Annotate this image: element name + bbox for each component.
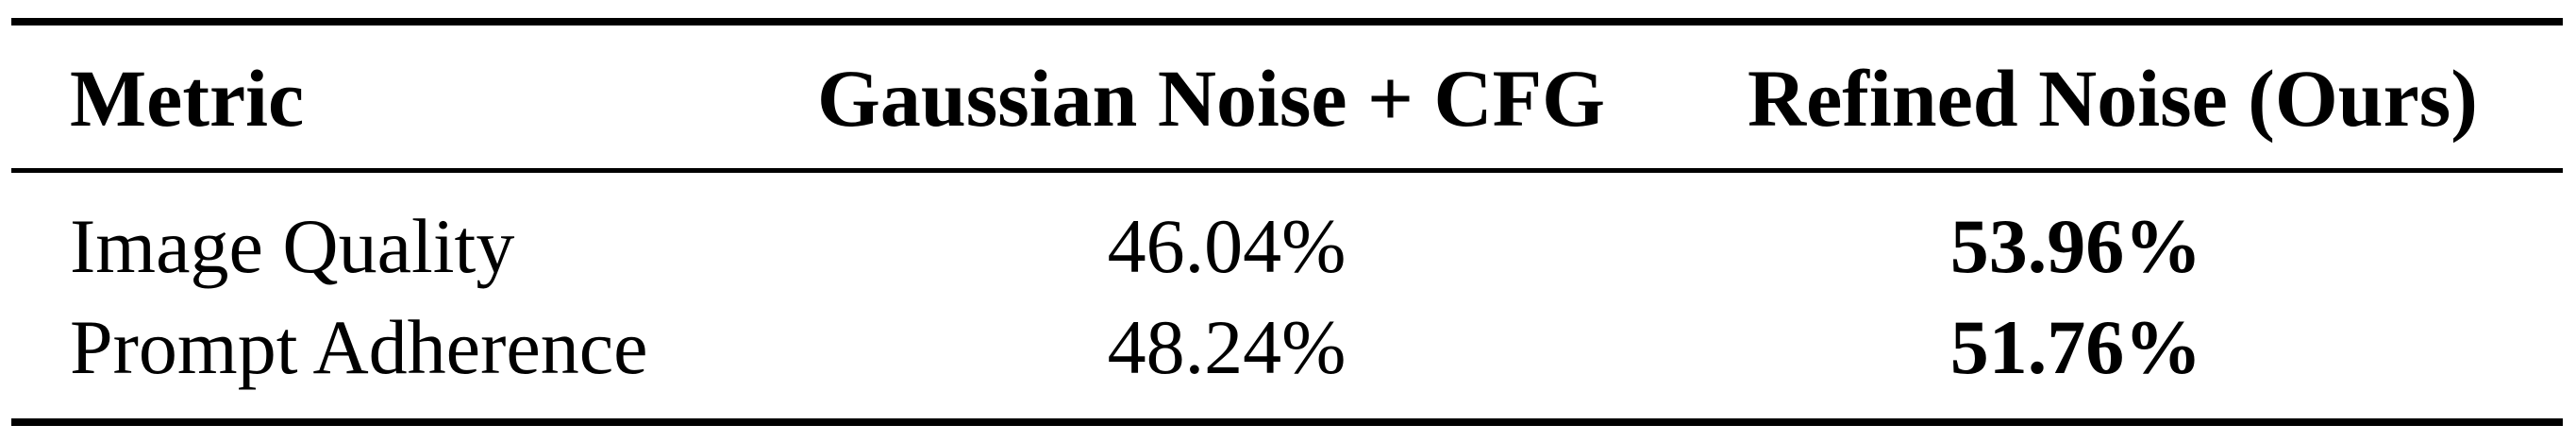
row-gaussian-value: 46.04% <box>1107 203 1347 289</box>
bottom-rule <box>11 418 2563 426</box>
row-metric-label: Prompt Adherence <box>70 304 648 390</box>
header-refined-noise: Refined Noise (Ours) <box>1748 53 2478 144</box>
row-metric-label: Image Quality <box>70 203 515 289</box>
row-refined-value: 53.96% <box>1949 203 2202 289</box>
row-refined-value: 51.76% <box>1949 304 2202 390</box>
header-gaussian-noise-cfg: Gaussian Noise + CFG <box>817 53 1606 144</box>
header-rule <box>11 168 2563 173</box>
row-gaussian-value: 48.24% <box>1107 304 1347 390</box>
header-metric: Metric <box>70 53 305 144</box>
top-rule <box>11 18 2563 26</box>
